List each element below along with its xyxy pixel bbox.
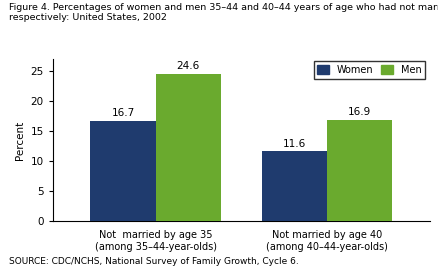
Bar <box>155 73 220 221</box>
Text: SOURCE: CDC/NCHS, National Survey of Family Growth, Cycle 6.: SOURCE: CDC/NCHS, National Survey of Fam… <box>9 257 298 266</box>
Bar <box>261 151 326 221</box>
Text: 16.7: 16.7 <box>111 108 134 118</box>
Text: 16.9: 16.9 <box>347 107 371 117</box>
Text: 24.6: 24.6 <box>176 61 199 71</box>
Text: 11.6: 11.6 <box>283 139 306 149</box>
Legend: Women, Men: Women, Men <box>313 61 424 79</box>
Text: Figure 4. Percentages of women and men 35–44 and 40–44 years of age who had not : Figure 4. Percentages of women and men 3… <box>9 3 438 22</box>
Bar <box>326 119 392 221</box>
Y-axis label: Percent: Percent <box>15 120 25 160</box>
Bar <box>90 121 155 221</box>
